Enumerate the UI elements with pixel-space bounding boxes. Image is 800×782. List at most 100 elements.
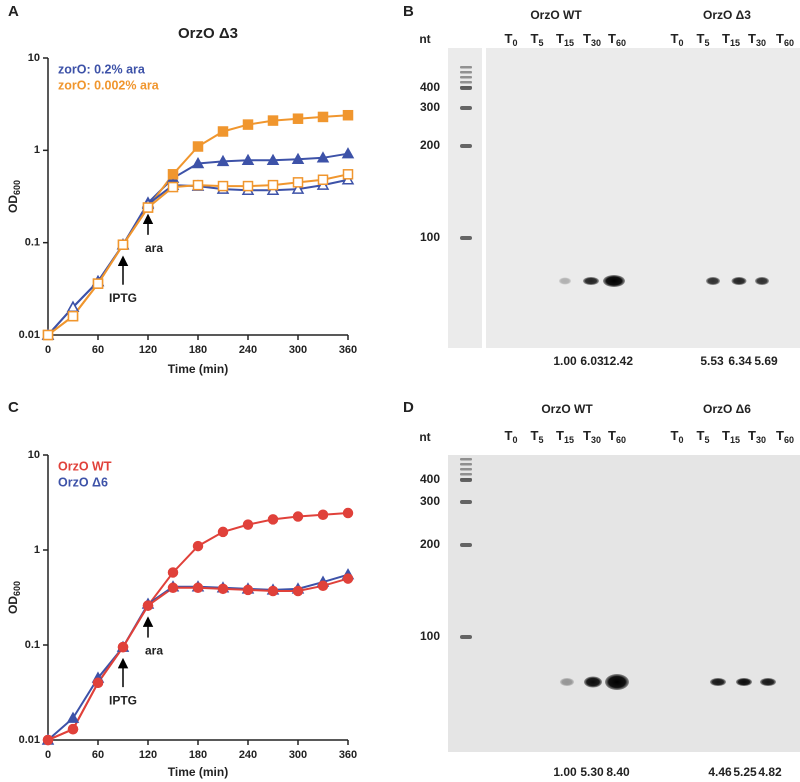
point [217, 583, 229, 595]
point [341, 147, 355, 159]
band [603, 275, 625, 287]
quantification: 8.40 [606, 765, 630, 779]
panel-letter: C [8, 399, 19, 416]
point [142, 600, 154, 611]
lane-label-sub: 5 [538, 38, 543, 48]
point [317, 509, 329, 520]
point [292, 113, 304, 124]
legend-entry: zorO: 0.2% ara [58, 62, 146, 76]
lane-label-main: T [505, 428, 513, 443]
quantification: 4.46 [708, 765, 732, 779]
ladder-band [460, 86, 472, 89]
lane-label-main: T [531, 31, 539, 46]
series-line [47, 178, 349, 336]
lane-label: T30 [748, 31, 766, 48]
band [760, 678, 776, 686]
y-tick-label: 0.1 [25, 639, 40, 651]
lane-label: T30 [583, 428, 601, 445]
band [736, 678, 752, 686]
point [292, 585, 304, 597]
point [42, 329, 54, 341]
lane-label-main: T [697, 428, 705, 443]
ladder-band [460, 473, 472, 476]
chart-title: OrzO Δ3 [178, 25, 238, 42]
lane-label-main: T [776, 31, 784, 46]
ladder-band [460, 81, 472, 84]
lane-label-main: T [556, 428, 564, 443]
y-label-sub: 600 [12, 180, 22, 195]
band [605, 674, 629, 690]
lane-label: T15 [722, 31, 740, 48]
ladder-band [460, 478, 472, 481]
quantification: 6.34 [728, 354, 752, 368]
quantification: 6.03 [580, 354, 604, 368]
point [267, 179, 279, 191]
x-axis-label: Time (min) [168, 765, 228, 779]
lane-label-main: T [531, 428, 539, 443]
lane-label-main: T [776, 428, 784, 443]
lane-label-main: T [722, 428, 730, 443]
x-tick-label: 0 [45, 749, 51, 761]
band [559, 277, 571, 285]
band [584, 676, 602, 688]
ladder-band [460, 543, 472, 547]
band [583, 277, 599, 285]
gel-d [448, 455, 800, 752]
ladder-band [460, 76, 472, 79]
lane-label-main: T [671, 428, 679, 443]
lane-label-main: T [505, 31, 513, 46]
ladder-label: 400 [420, 472, 440, 486]
series-line [47, 573, 349, 741]
ladder-band [460, 500, 472, 504]
quantification: 5.25 [733, 765, 757, 779]
lane-label-main: T [671, 31, 679, 46]
point [191, 156, 205, 169]
band [710, 678, 726, 686]
ladder-label: 400 [420, 80, 440, 94]
lane-label: T60 [776, 31, 794, 48]
x-tick-label: 300 [289, 344, 307, 356]
x-tick-label: 360 [339, 344, 357, 356]
lane-label-sub: 15 [564, 435, 574, 445]
lane-label: T30 [583, 31, 601, 48]
point [241, 153, 255, 166]
y-tick-label: 0.01 [19, 734, 40, 746]
quantification: 4.82 [758, 765, 782, 779]
lane-label-sub: 15 [730, 38, 740, 48]
point [291, 182, 305, 194]
point [192, 540, 204, 552]
lane-label: T5 [531, 31, 544, 48]
y-tick-label: 1 [34, 544, 40, 556]
lane-label-sub: 30 [756, 435, 766, 445]
legend-entry: OrzO WT [58, 459, 112, 473]
unit-label: nt [419, 32, 430, 46]
quantification: 5.30 [580, 765, 604, 779]
ladder-band [460, 236, 472, 240]
lane-label: T15 [722, 428, 740, 445]
group-label: OrzO Δ3 [703, 8, 751, 22]
lane-label-sub: 30 [591, 38, 601, 48]
axes [47, 455, 348, 741]
point [317, 111, 329, 123]
x-tick-label: 180 [189, 344, 207, 356]
y-axis-label: OD600 [6, 581, 22, 614]
x-tick-label: 120 [139, 749, 157, 761]
lane-label-sub: 0 [678, 435, 683, 445]
gel-divider [482, 48, 486, 348]
point [267, 585, 279, 597]
point [267, 514, 279, 525]
lane-label-main: T [608, 428, 616, 443]
y-label-main: OD [6, 195, 20, 213]
group-label: OrzO WT [541, 402, 593, 416]
x-tick-label: 120 [139, 344, 157, 356]
ladder-label: 200 [420, 537, 440, 551]
lane-label-main: T [697, 31, 705, 46]
point [342, 109, 354, 121]
point [266, 153, 280, 166]
point [242, 119, 254, 130]
y-tick-label: 10 [28, 449, 40, 461]
lane-label-sub: 15 [730, 435, 740, 445]
lane-label-sub: 0 [512, 435, 517, 445]
lane-label-main: T [583, 428, 591, 443]
